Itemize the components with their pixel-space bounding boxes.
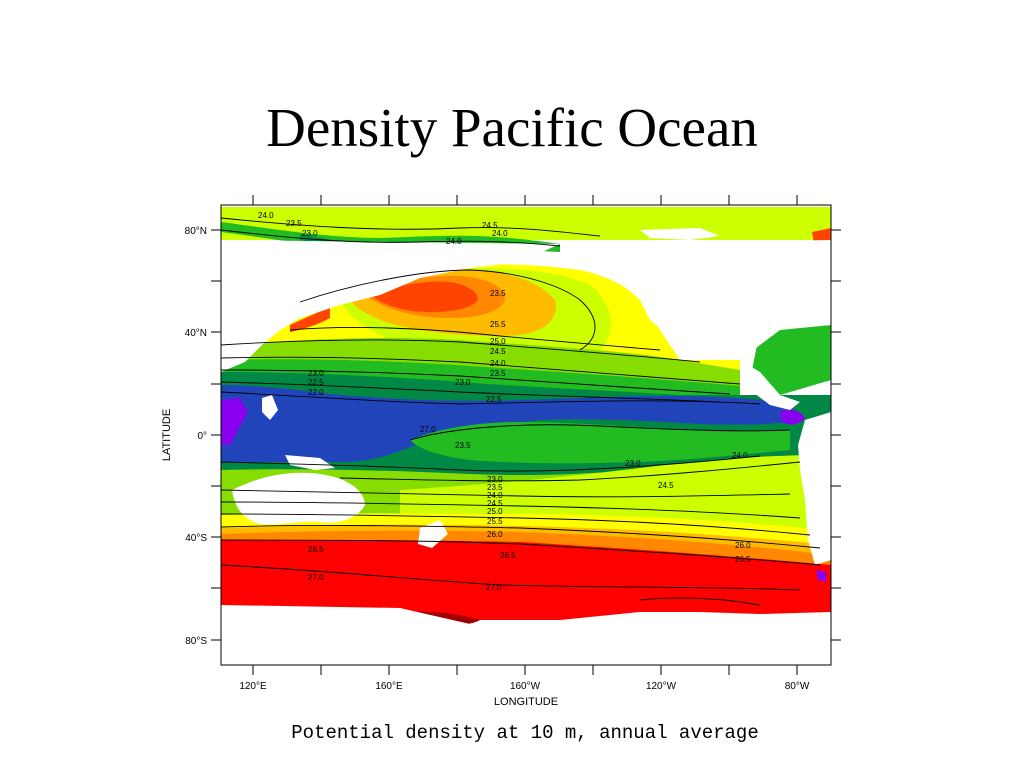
contour-label: 27.0 [420,425,436,434]
band-southern-ocean-red [221,540,831,615]
tick-marks [211,195,841,675]
contour-line-south-7 [221,539,821,566]
land-antarctica [221,605,831,665]
contour-label: 23.5 [455,441,471,450]
y-tick-label: 40°S [185,533,207,544]
contour-line-north-1 [299,269,596,351]
x-tick-label: 120°W [646,681,677,692]
contour-label: 23.0 [308,369,324,378]
contour-label: 24.0 [732,451,748,460]
x-tick-label: 80°W [785,681,810,692]
contour-line-south-4 [221,501,801,519]
contour-label: 24.0 [492,229,508,238]
band-north-orange-red [372,281,478,312]
x-tick-label: 120°E [239,681,267,692]
contour-label: 25.0 [490,337,506,346]
contour-line-north-3 [221,339,701,363]
contour-label: 26.5 [735,555,751,564]
x-tick-label: 160°W [510,681,541,692]
contour-label: 24.0 [487,491,503,500]
contour-line-north-5 [221,369,731,395]
contour-label: 22.0 [308,388,324,397]
y-tick-label: 0° [197,431,207,442]
contour-label: 22.5 [486,395,502,404]
y-tick-label: 40°N [185,328,207,339]
contour-label: 24.0 [446,237,462,246]
contour-label: 23.0 [487,475,503,484]
band-kuroshio-orange-red [290,308,330,332]
contour-label: 24.0 [490,359,506,368]
contour-label: 24.5 [658,481,674,490]
y-tick-label: 80°S [185,636,207,647]
contour-label: 23.5 [490,289,506,298]
land-arctic-islands [640,228,720,240]
y-tick-label: 80°N [185,226,207,237]
slide-title: Density Pacific Ocean [266,97,758,158]
contour-label: 26.5 [308,545,324,554]
contour-label: 23.0 [455,378,471,387]
contour-label: 22.5 [308,378,324,387]
contour-line-south-6 [221,525,821,549]
contour-label: 23.0 [302,229,318,238]
contour-line-south-2 [339,461,801,482]
contour-line-arctic-2 [221,229,561,247]
land-australia [232,472,365,525]
contour-line-arctic-1 [221,217,601,237]
contour-label-group: 24.0 23.5 23.0 24.5 24.0 24.0 23.5 25.5 … [258,211,751,592]
contour-label: 23.5 [487,483,503,492]
land-philippines [262,395,278,420]
y-axis-title: LATITUDE [161,409,173,461]
contour-label: 26.5 [500,551,516,560]
land-south-america [798,412,831,565]
contour-label: 24.5 [487,499,503,508]
contour-line-south-3 [221,489,791,498]
x-tick-label: 160°E [375,681,403,692]
band-equator-inner-green [410,422,790,464]
contour-lines [221,217,821,606]
contour-label: 24.0 [258,211,274,220]
contour-label: 25.0 [487,507,503,516]
land-new-guinea [285,455,335,470]
band-warm-pool-purple [221,398,248,445]
band-patagonia-purple [816,570,826,582]
x-axis-title: LONGITUDE [494,696,558,708]
contour-label: 27.0 [308,573,324,582]
land-asia [221,240,560,372]
contour-label: 24.5 [490,347,506,356]
contour-label: 23.5 [286,219,302,228]
contour-line-north-2 [289,327,661,351]
contour-label: 23.0 [625,459,641,468]
contour-line-south-1 [221,455,761,472]
band-caribbean-green [750,325,831,395]
contour-line-north-4 [221,356,741,385]
contour-line-south-8 [221,564,801,591]
contour-label: 25.5 [490,320,506,329]
contour-label: 24.5 [482,221,498,230]
contour-label: 25.5 [487,517,503,526]
density-field: 24.0 23.5 23.0 24.5 24.0 24.0 23.5 25.5 … [221,205,831,665]
band-east-purple [780,410,805,425]
land-north-america [600,240,831,360]
contour-label: 23.5 [490,369,506,378]
contour-line-south-5 [221,513,811,536]
contour-line-warm-pool [221,391,761,405]
contour-line-north-6 [221,381,721,403]
contour-label: 26.0 [735,541,751,550]
contour-line-south-9 [639,597,761,606]
contour-label: 27.0 [486,583,502,592]
contour-line-equator [409,424,791,441]
land-central-america [740,360,800,410]
figure-caption: Potential density at 10 m, annual averag… [291,722,759,744]
land-new-zealand [418,520,448,548]
contour-label: 26.0 [487,530,503,539]
